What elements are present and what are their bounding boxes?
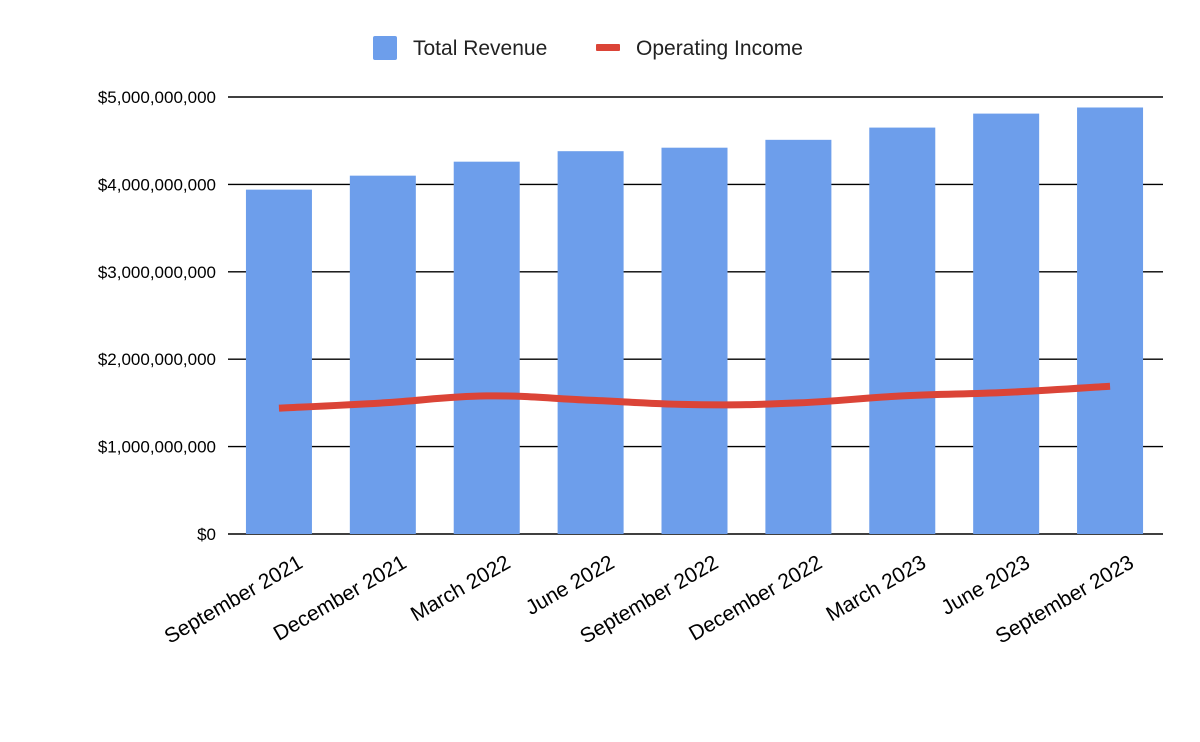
x-tick-label: March 2023 <box>822 551 930 626</box>
revenue-bars <box>245 107 1144 535</box>
operating-income-line <box>278 382 1111 412</box>
revenue-bar <box>661 147 728 534</box>
y-tick-label: $2,000,000,000 <box>98 350 216 369</box>
revenue-bar <box>1077 107 1144 534</box>
legend-swatch-total-revenue <box>373 36 397 60</box>
revenue-bar <box>245 189 312 535</box>
legend: Total Revenue Operating Income <box>373 36 803 60</box>
revenue-bar <box>349 175 416 534</box>
revenue-bar <box>973 113 1040 534</box>
revenue-bar <box>453 161 520 534</box>
legend-label-total-revenue: Total Revenue <box>413 37 547 60</box>
x-tick-label: June 2023 <box>937 551 1033 620</box>
legend-label-operating-income: Operating Income <box>636 37 803 60</box>
y-tick-label: $5,000,000,000 <box>98 88 216 107</box>
y-tick-label: $4,000,000,000 <box>98 175 216 194</box>
revenue-bar <box>557 151 624 535</box>
legend-swatch-operating-income <box>596 44 620 51</box>
x-tick-label: June 2022 <box>522 551 618 620</box>
y-tick-label: $0 <box>197 525 216 544</box>
revenue-bar <box>869 127 936 534</box>
y-tick-label: $1,000,000,000 <box>98 438 216 457</box>
y-tick-label: $3,000,000,000 <box>98 263 216 282</box>
revenue-bar <box>765 139 832 535</box>
x-tick-label: March 2022 <box>407 551 515 626</box>
y-axis-tick-labels: $0 $1,000,000,000 $2,000,000,000 $3,000,000… <box>98 88 216 544</box>
